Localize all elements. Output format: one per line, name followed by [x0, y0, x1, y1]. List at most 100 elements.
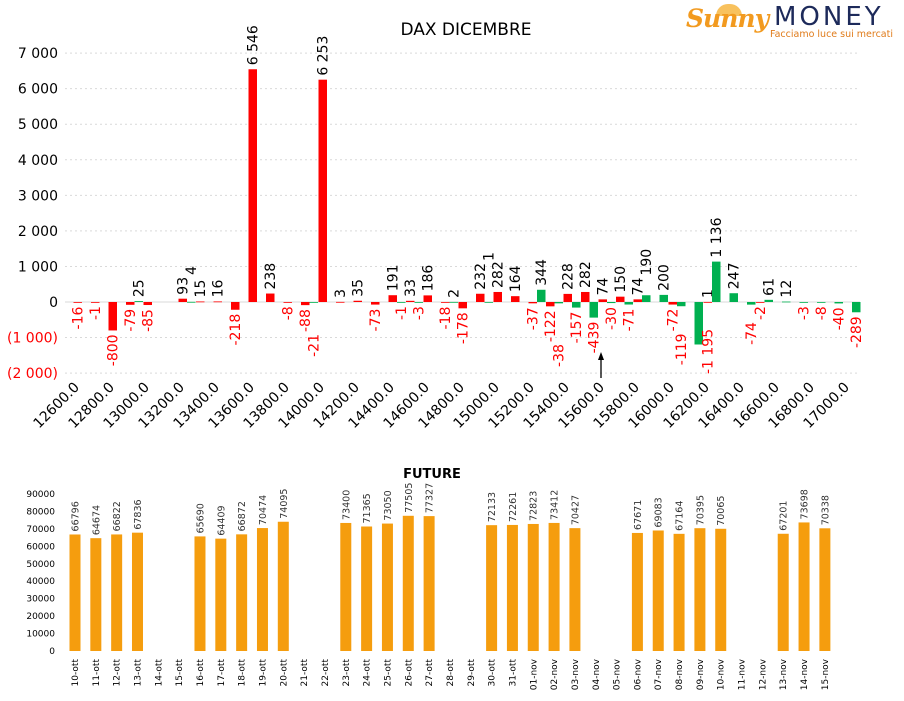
future-bar [277, 521, 289, 651]
x-tick-label: 26-ott [404, 659, 414, 687]
future-bar [194, 536, 206, 651]
data-label: -3 [412, 306, 428, 320]
data-label: 344 [534, 259, 550, 286]
data-label: 61 [762, 278, 778, 296]
y-tick-label: 1 000 [18, 259, 58, 275]
x-tick-label: 07-nov [654, 658, 664, 690]
green-bar [729, 293, 738, 302]
red-bar [73, 302, 82, 303]
green-bar [414, 302, 423, 303]
data-label: 191 [386, 264, 402, 291]
green-bar [449, 301, 458, 303]
red-bar [353, 300, 362, 302]
red-bar [511, 296, 520, 302]
green-bar [834, 302, 843, 304]
future-bar [131, 532, 143, 651]
future-chart-title: FUTURE [403, 467, 461, 482]
data-label: -30 [604, 307, 620, 330]
x-tick-label: 11-ott [92, 659, 102, 687]
data-label: -1 [394, 306, 410, 320]
data-label: -800 [106, 334, 122, 366]
x-tick-label: 27-ott [425, 659, 435, 687]
red-bar [633, 299, 642, 302]
x-tick-label: 16-ott [196, 659, 206, 687]
future-bar [777, 533, 789, 651]
data-label: 70338 [820, 495, 831, 525]
data-label: 1 136 [709, 217, 725, 257]
future-bar [236, 534, 248, 651]
data-label: 200 [657, 264, 673, 291]
x-tick-label: 28-ott [446, 659, 456, 687]
red-bar [196, 301, 205, 303]
x-tick-label: 06-nov [633, 658, 643, 690]
red-bar [756, 302, 765, 303]
data-label: 16 [211, 280, 227, 298]
data-label: 2 [447, 289, 463, 298]
x-tick-label: 24-ott [363, 659, 373, 687]
data-label: 74 [596, 277, 612, 295]
green-bar [309, 302, 318, 303]
data-label: 228 [561, 263, 577, 290]
arrow-head-icon [598, 352, 604, 360]
future-bar [819, 528, 831, 651]
red-bar [546, 302, 555, 307]
data-label: -289 [849, 316, 865, 348]
red-bar [301, 302, 310, 306]
red-bar [458, 302, 467, 309]
x-tick-label: 15-ott [175, 659, 185, 687]
future-bar [694, 528, 706, 651]
future-bar [486, 525, 498, 651]
red-bar [371, 302, 380, 305]
data-label: 72261 [508, 492, 519, 522]
data-label: 25 [132, 279, 148, 297]
y-tick-label: 0 [49, 295, 58, 311]
future-bar [548, 522, 560, 651]
future-bar [798, 522, 810, 651]
x-tick-label: 31-ott [508, 659, 518, 687]
data-label: -85 [141, 309, 157, 332]
x-tick-label: 14-ott [154, 659, 164, 687]
red-bar [563, 293, 572, 302]
data-label: 66872 [237, 501, 248, 531]
red-bar [493, 291, 502, 302]
data-label: 66796 [71, 501, 82, 531]
data-label: -71 [622, 309, 638, 332]
y-tick-label: 0 [49, 647, 55, 657]
future-bar [340, 522, 352, 651]
y-tick-label: (2 000) [7, 366, 58, 382]
red-bar [388, 295, 397, 302]
x-tick-label: 29-ott [467, 659, 477, 687]
red-bar [581, 291, 590, 302]
data-label: -1 [88, 306, 104, 320]
data-label: -2 [753, 306, 769, 320]
x-tick-label: 21-ott [300, 659, 310, 687]
red-bar [266, 293, 275, 302]
data-label: -218 [228, 314, 244, 346]
y-tick-label: 7 000 [18, 46, 58, 62]
x-tick-label: 23-ott [342, 659, 352, 687]
green-bar [817, 302, 826, 303]
data-label: 190 [639, 249, 655, 276]
green-bar [134, 301, 143, 302]
y-tick-label: 90000 [26, 490, 55, 500]
x-tick-label: 30-ott [488, 659, 498, 687]
red-bar [703, 301, 712, 303]
green-bar [589, 302, 598, 318]
data-label: 73400 [341, 490, 352, 520]
data-label: 67671 [633, 500, 644, 530]
green-bar [572, 302, 581, 308]
future-bar [423, 516, 435, 651]
y-tick-label: 10000 [26, 630, 55, 640]
green-bar [624, 302, 633, 305]
sun-icon [716, 4, 742, 16]
x-tick-label: 12-ott [113, 659, 123, 687]
future-bar [111, 534, 123, 651]
red-bar [598, 299, 607, 302]
red-bar [423, 295, 432, 302]
future-chart: 90000 80000 70000 60000 50000 40000 30000 20000… [26, 483, 831, 691]
future-bar [506, 524, 518, 651]
data-label: 71365 [362, 493, 373, 523]
data-label: 67164 [675, 501, 686, 531]
red-bar [336, 301, 345, 303]
data-label: 73050 [383, 490, 394, 520]
